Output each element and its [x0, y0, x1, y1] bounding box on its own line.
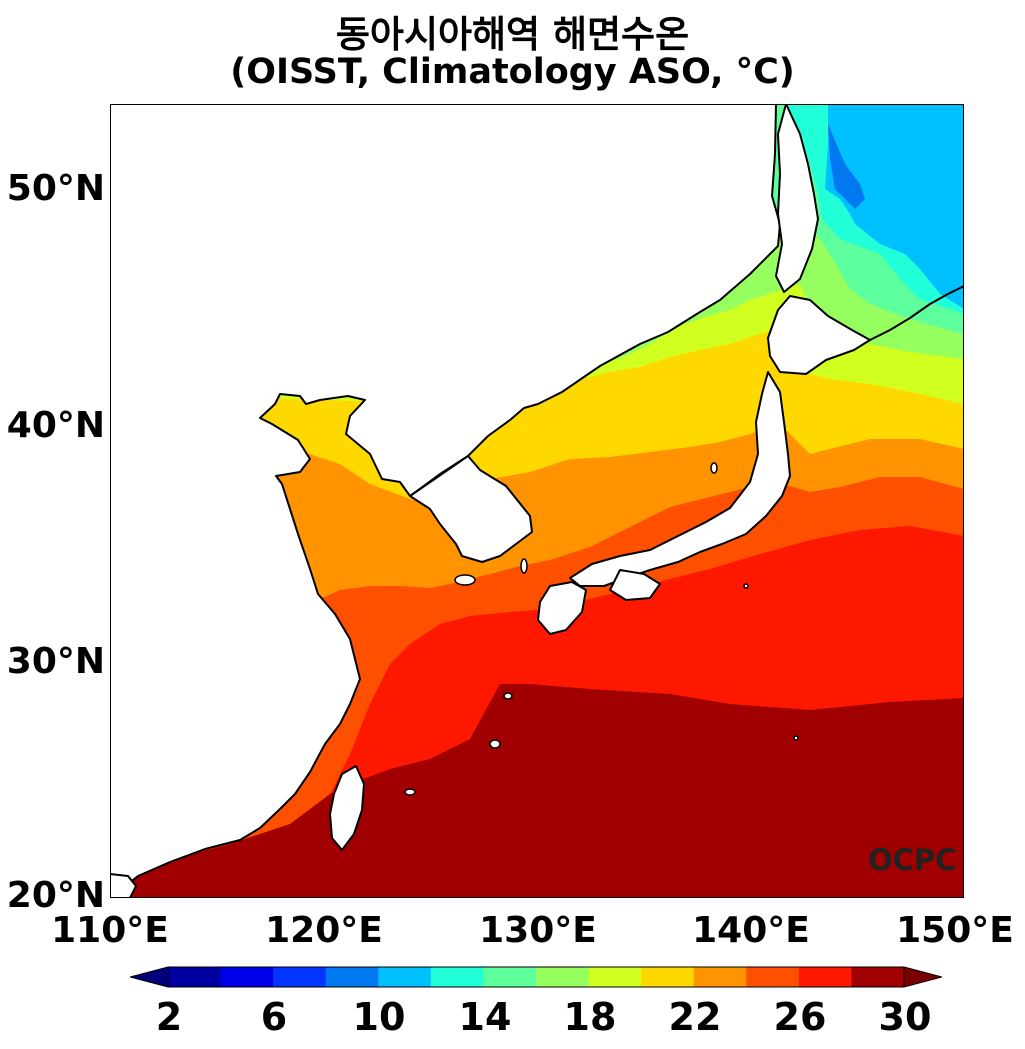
lon-label-110: 110°E — [51, 910, 169, 951]
sst-band-8-10 — [828, 124, 865, 209]
colorbar-bin-22-24 — [693, 967, 747, 987]
lat-label-20: 20°N — [6, 875, 105, 916]
colorbar-bin-28-30 — [851, 967, 905, 987]
colorbar-tick-22: 22 — [668, 995, 722, 1039]
colorbar-tick-26: 26 — [773, 995, 827, 1039]
island-ryukyu-2 — [489, 739, 501, 749]
lon-label-140: 140°E — [692, 910, 810, 951]
land-kyushu — [537, 581, 587, 635]
colorbar-bin-10-12 — [378, 967, 432, 987]
colorbar-tick-14: 14 — [458, 995, 512, 1039]
colorbar-over-arrow — [903, 966, 942, 988]
ocpc-watermark: OCPC — [868, 843, 957, 877]
colorbar-tick-10: 10 — [352, 995, 406, 1039]
sst-map — [110, 104, 964, 898]
colorbar-bin-20-22 — [641, 967, 695, 987]
colorbar-bin-8-10 — [325, 967, 379, 987]
island-bonin — [793, 735, 799, 741]
colorbar-tick-18: 18 — [563, 995, 617, 1039]
lon-label-150: 150°E — [896, 910, 1014, 951]
colorbar-bin-2-4 — [168, 967, 222, 987]
island-izu — [743, 583, 749, 589]
colorbar-bin-26-28 — [798, 967, 852, 987]
land-hokkaido — [767, 295, 871, 375]
lat-label-30: 30°N — [6, 641, 105, 682]
land-mainland — [110, 104, 781, 898]
colorbar-bin-14-16 — [483, 967, 537, 987]
colorbar-under-arrow — [130, 966, 169, 988]
colorbar-tick-30: 30 — [878, 995, 932, 1039]
map-title: 동아시아해역 해면수온 — [335, 13, 690, 56]
lat-label-40: 40°N — [6, 405, 105, 446]
land-hainan — [110, 873, 137, 898]
map-subtitle: (OISST, Climatology ASO, °C) — [230, 52, 795, 92]
colorbar-tick-2: 2 — [155, 995, 183, 1039]
colorbar-bin-16-18 — [536, 967, 590, 987]
island-sado — [710, 462, 718, 474]
land-honshu — [569, 371, 791, 587]
land-sakhalin — [775, 104, 819, 293]
colorbar-bin-6-8 — [273, 967, 327, 987]
island-jeju — [454, 574, 476, 586]
colorbar-frame — [167, 966, 905, 988]
kuril-islands — [869, 285, 964, 341]
island-ryukyu-1 — [503, 692, 513, 700]
colorbar-bin-12-14 — [430, 967, 484, 987]
island-ryukyu-3 — [404, 788, 416, 796]
land-korea — [409, 455, 533, 563]
island-tsushima — [520, 558, 528, 574]
lat-label-50: 50°N — [6, 168, 105, 209]
colorbar — [130, 966, 942, 988]
colorbar-bin-24-26 — [746, 967, 800, 987]
colorbar-bin-4-6 — [220, 967, 274, 987]
lon-label-120: 120°E — [265, 910, 383, 951]
land-shikoku — [609, 569, 661, 601]
lon-label-130: 130°E — [479, 910, 597, 951]
colorbar-bin-18-20 — [588, 967, 642, 987]
colorbar-tick-6: 6 — [260, 995, 288, 1039]
land-taiwan — [329, 765, 365, 851]
sst-band-10-12 — [825, 104, 964, 309]
